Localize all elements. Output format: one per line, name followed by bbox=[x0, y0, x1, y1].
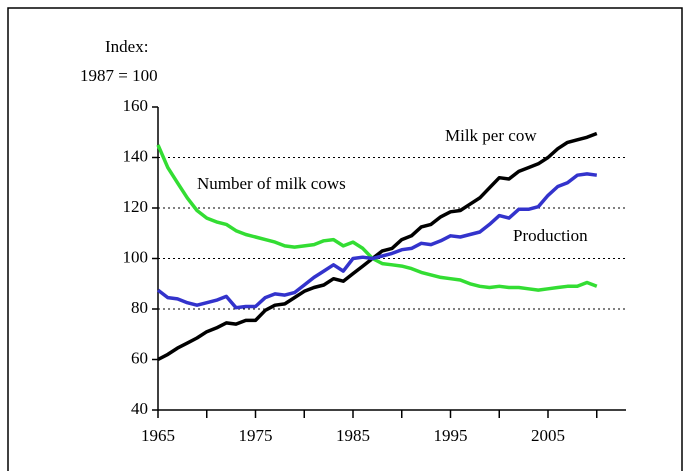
x-tick-label: 2005 bbox=[531, 426, 565, 445]
series-label: Production bbox=[513, 226, 588, 245]
y-tick-label: 140 bbox=[123, 146, 149, 165]
y-tick-label: 160 bbox=[123, 96, 149, 115]
series-line bbox=[156, 144, 598, 292]
y-tick-label: 80 bbox=[131, 298, 148, 317]
series-line bbox=[156, 172, 598, 310]
series-line bbox=[157, 131, 598, 362]
y-axis-label: Index: bbox=[105, 37, 148, 56]
y-tick-label: 40 bbox=[131, 399, 148, 418]
y-axis-label: 1987 = 100 bbox=[80, 66, 158, 85]
x-tick-label: 1975 bbox=[239, 426, 273, 445]
x-tick-label: 1985 bbox=[336, 426, 370, 445]
frame bbox=[7, 7, 683, 471]
y-tick-label: 60 bbox=[131, 348, 148, 367]
y-tick-label: 120 bbox=[123, 197, 149, 216]
x-tick-label: 1965 bbox=[141, 426, 175, 445]
y-tick-label: 100 bbox=[123, 247, 149, 266]
series-label: Number of milk cows bbox=[197, 174, 346, 193]
x-tick-label: 1995 bbox=[434, 426, 468, 445]
series-label: Milk per cow bbox=[445, 126, 537, 145]
